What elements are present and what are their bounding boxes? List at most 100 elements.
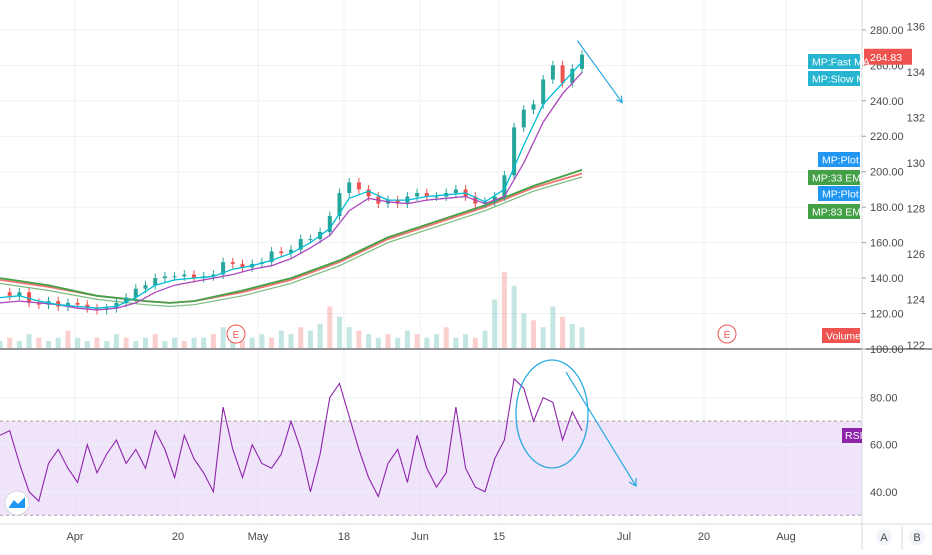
candle-body: [395, 200, 400, 204]
volume-bar: [453, 337, 459, 348]
auto-scale-label: A: [880, 532, 888, 544]
candle-body: [153, 278, 158, 286]
price-projection-arrowhead: [615, 95, 624, 104]
volume-bar: [16, 341, 22, 348]
candle-body: [172, 276, 177, 278]
volume-bar: [143, 337, 148, 348]
time-axis-label: 20: [172, 531, 184, 543]
volume-bar: [36, 337, 42, 348]
candle-body: [211, 274, 216, 277]
volume-bar: [424, 337, 430, 348]
last-price-tag: [864, 48, 912, 65]
legend-tag: [808, 54, 860, 69]
rsi-tick-label: 60.00: [870, 440, 898, 452]
log-scale-button[interactable]: [909, 529, 925, 545]
rsi-tag: [842, 428, 862, 443]
price-tick-label: 200.00: [870, 167, 904, 179]
candle-body: [192, 274, 196, 279]
rsi-annotation-arrowhead: [628, 478, 637, 488]
candle-body: [56, 301, 61, 307]
time-axis-label: Apr: [66, 531, 83, 543]
volume-bar: [550, 306, 556, 348]
volume-bar: [104, 341, 110, 348]
candle-body: [308, 239, 313, 241]
volume-bar: [172, 337, 178, 348]
ema-33-line: [0, 169, 583, 304]
secondary-tick-label: 132: [907, 113, 925, 125]
rsi-tick-label: 80.00: [870, 393, 898, 405]
price-projection-arrow: [576, 40, 623, 103]
candle-body: [17, 292, 22, 296]
candle-body: [492, 196, 497, 202]
candle-body: [230, 262, 235, 264]
rsi-tag-label: RSI: [845, 430, 863, 442]
volume-bar: [288, 334, 294, 348]
candle-body: [143, 285, 148, 289]
legend-tag: [808, 71, 860, 86]
candle-body: [65, 302, 70, 307]
tradingview-logo-mark: [9, 497, 25, 508]
volume-bar: [463, 334, 469, 348]
volume-bar: [501, 271, 507, 348]
auto-scale-button[interactable]: [876, 529, 892, 545]
candle-body: [221, 262, 226, 275]
price-tick-label: 220.00: [870, 131, 904, 143]
volume-bar: [540, 327, 546, 348]
volume-bar: [346, 327, 352, 348]
volume-bar: [395, 337, 401, 348]
volume-bar: [65, 330, 71, 348]
candle-body: [366, 189, 371, 197]
secondary-tick-label: 126: [907, 249, 925, 261]
candle-body: [133, 288, 138, 298]
ema-83-overlay-line: [0, 176, 583, 308]
secondary-tick-label: 134: [907, 67, 925, 79]
volume-bar: [307, 330, 313, 348]
candle-body: [550, 65, 555, 80]
candle-body: [521, 109, 526, 128]
volume-bar: [220, 327, 226, 348]
time-axis-label: 18: [338, 531, 350, 543]
volume-bar: [337, 316, 342, 348]
candle-body: [27, 292, 32, 303]
volume-bar: [521, 313, 527, 348]
volume-bar: [210, 334, 216, 348]
time-axis-label: Jul: [617, 531, 631, 543]
time-axis-label: Jun: [411, 531, 429, 543]
volume-bar: [317, 323, 323, 348]
price-tick-label: 160.00: [870, 238, 904, 250]
time-axis-label: May: [248, 531, 269, 543]
legend-tag: [818, 186, 860, 201]
candle-body: [570, 68, 575, 84]
legend-tag-label: MP:Plot: [822, 189, 859, 201]
volume-bar: [327, 306, 333, 348]
candle-body: [298, 239, 303, 250]
candle-body: [512, 127, 517, 176]
candle-body: [240, 263, 245, 268]
candle-body: [114, 302, 119, 309]
volume-bar: [278, 330, 284, 348]
secondary-tick-label: 130: [907, 158, 925, 170]
volume-bar: [492, 299, 498, 348]
candle-body: [415, 192, 420, 197]
volume-bar: [269, 337, 275, 348]
secondary-tick-label: 136: [907, 22, 925, 34]
fast-ma-line: [0, 61, 583, 309]
candle-body: [453, 189, 458, 193]
candle-body: [269, 251, 274, 263]
price-tick-label: 180.00: [870, 202, 904, 214]
legend-tag: [822, 328, 860, 343]
volume-bar: [0, 341, 3, 348]
volume-bar: [569, 323, 575, 348]
rsi-line: [0, 377, 583, 503]
price-tick-label: 140.00: [870, 273, 904, 285]
candle-body: [36, 302, 41, 305]
candle-body: [279, 251, 284, 254]
volume-bar: [443, 327, 449, 348]
legend-tag-label: Volume: [826, 331, 861, 343]
legend-tag-label: MP:83 EMA: [812, 207, 868, 219]
candle-body: [75, 302, 80, 305]
legend-tag-label: MP:Plot: [822, 155, 859, 167]
candle-body: [483, 201, 487, 204]
